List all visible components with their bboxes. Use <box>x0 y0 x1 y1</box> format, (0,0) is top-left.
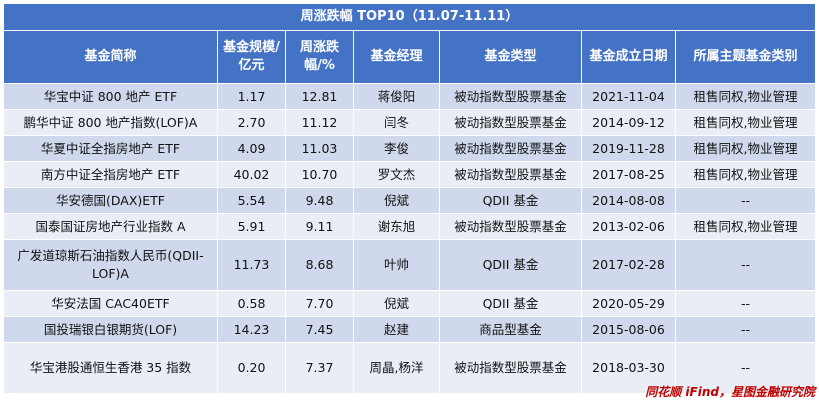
fund-manager: 罗文杰 <box>353 161 440 188</box>
inception-date: 2014-08-08 <box>581 187 676 214</box>
table-row: 国泰国证房地产行业指数 A 5.91 9.11 谢东旭 被动指数型股票基金 20… <box>3 213 817 240</box>
fund-manager: 蒋俊阳 <box>353 83 440 110</box>
column-header-theme-category: 所属主题基金类别 <box>674 30 817 84</box>
column-header-weekly-change: 周涨跌幅/% <box>285 30 354 84</box>
weekly-change: 11.12 <box>285 109 354 136</box>
theme-category: 租售同权,物业管理 <box>674 213 817 240</box>
fund-name: 国投瑞银白银期货(LOF) <box>3 316 218 343</box>
table-title: 周涨跌幅 TOP10（11.07-11.11） <box>2 3 817 31</box>
fund-manager: 李俊 <box>353 135 440 162</box>
fund-type: QDII 基金 <box>439 290 582 317</box>
table-row: 华夏中证全指房地产 ETF 4.09 11.03 李俊 被动指数型股票基金 20… <box>3 135 817 162</box>
table-row: 国投瑞银白银期货(LOF) 14.23 7.45 赵建 商品型基金 2015-0… <box>3 316 817 343</box>
inception-date: 2019-11-28 <box>581 135 676 162</box>
weekly-change: 10.70 <box>285 161 354 188</box>
fund-name: 广发道琼斯石油指数人民币(QDII-LOF)A <box>3 239 218 291</box>
fund-name: 华宝港股通恒生香港 35 指数 <box>3 342 218 394</box>
fund-name: 南方中证全指房地产 ETF <box>3 161 218 188</box>
source-note: 同花顺 iFind，星图金融研究院 <box>645 385 815 399</box>
inception-date: 2018-03-30 <box>581 342 676 394</box>
fund-type: 被动指数型股票基金 <box>439 213 582 240</box>
fund-size: 11.73 <box>217 239 286 291</box>
column-header-inception-date: 基金成立日期 <box>581 30 676 84</box>
theme-category: -- <box>674 239 817 291</box>
theme-category: 租售同权,物业管理 <box>674 135 817 162</box>
fund-size: 4.09 <box>217 135 286 162</box>
fund-name: 国泰国证房地产行业指数 A <box>3 213 218 240</box>
theme-category: -- <box>674 187 817 214</box>
table-row: 广发道琼斯石油指数人民币(QDII-LOF)A 11.73 8.68 叶帅 QD… <box>3 239 817 291</box>
theme-category: 租售同权,物业管理 <box>674 83 817 110</box>
weekly-change: 12.81 <box>285 83 354 110</box>
inception-date: 2021-11-04 <box>581 83 676 110</box>
table-row: 华安法国 CAC40ETF 0.58 7.70 倪斌 QDII 基金 2020-… <box>3 290 817 317</box>
fund-table: 周涨跌幅 TOP10（11.07-11.11） 基金简称 基金规模/亿元 周涨跌… <box>2 3 817 394</box>
weekly-change: 9.48 <box>285 187 354 214</box>
inception-date: 2017-08-25 <box>581 161 676 188</box>
fund-size: 0.20 <box>217 342 286 394</box>
column-header-fund-name: 基金简称 <box>3 30 218 84</box>
fund-name: 华宝中证 800 地产 ETF <box>3 83 218 110</box>
fund-manager: 叶帅 <box>353 239 440 291</box>
weekly-change: 8.68 <box>285 239 354 291</box>
column-header-fund-size: 基金规模/亿元 <box>217 30 286 84</box>
weekly-change: 7.45 <box>285 316 354 343</box>
table-row: 华宝中证 800 地产 ETF 1.17 12.81 蒋俊阳 被动指数型股票基金… <box>3 83 817 110</box>
fund-type: 被动指数型股票基金 <box>439 83 582 110</box>
weekly-change: 9.11 <box>285 213 354 240</box>
fund-size: 5.91 <box>217 213 286 240</box>
column-header-fund-type: 基金类型 <box>439 30 582 84</box>
fund-name: 华安德国(DAX)ETF <box>3 187 218 214</box>
fund-size: 2.70 <box>217 109 286 136</box>
fund-name: 华夏中证全指房地产 ETF <box>3 135 218 162</box>
weekly-change: 7.37 <box>285 342 354 394</box>
theme-category: -- <box>674 342 817 394</box>
table-row: 华安德国(DAX)ETF 5.54 9.48 倪斌 QDII 基金 2014-0… <box>3 187 817 214</box>
fund-size: 14.23 <box>217 316 286 343</box>
fund-manager: 闫冬 <box>353 109 440 136</box>
fund-manager: 赵建 <box>353 316 440 343</box>
inception-date: 2017-02-28 <box>581 239 676 291</box>
fund-size: 0.58 <box>217 290 286 317</box>
inception-date: 2014-09-12 <box>581 109 676 136</box>
fund-name: 鹏华中证 800 地产指数(LOF)A <box>3 109 218 136</box>
fund-type: 被动指数型股票基金 <box>439 135 582 162</box>
fund-type: 被动指数型股票基金 <box>439 342 582 394</box>
theme-category: 租售同权,物业管理 <box>674 161 817 188</box>
theme-category: -- <box>674 316 817 343</box>
fund-name: 华安法国 CAC40ETF <box>3 290 218 317</box>
inception-date: 2013-02-06 <box>581 213 676 240</box>
fund-manager: 周晶,杨洋 <box>353 342 440 394</box>
weekly-change: 11.03 <box>285 135 354 162</box>
theme-category: 租售同权,物业管理 <box>674 109 817 136</box>
table-row: 南方中证全指房地产 ETF 40.02 10.70 罗文杰 被动指数型股票基金 … <box>3 161 817 188</box>
fund-manager: 倪斌 <box>353 290 440 317</box>
fund-type: QDII 基金 <box>439 187 582 214</box>
fund-type: 被动指数型股票基金 <box>439 161 582 188</box>
fund-size: 40.02 <box>217 161 286 188</box>
weekly-change: 7.70 <box>285 290 354 317</box>
fund-size: 1.17 <box>217 83 286 110</box>
inception-date: 2015-08-06 <box>581 316 676 343</box>
fund-manager: 倪斌 <box>353 187 440 214</box>
fund-manager: 谢东旭 <box>353 213 440 240</box>
inception-date: 2020-05-29 <box>581 290 676 317</box>
table-row: 鹏华中证 800 地产指数(LOF)A 2.70 11.12 闫冬 被动指数型股… <box>3 109 817 136</box>
column-header-manager: 基金经理 <box>353 30 440 84</box>
fund-type: 被动指数型股票基金 <box>439 109 582 136</box>
fund-type: QDII 基金 <box>439 239 582 291</box>
fund-size: 5.54 <box>217 187 286 214</box>
fund-type: 商品型基金 <box>439 316 582 343</box>
theme-category: -- <box>674 290 817 317</box>
table-row: 华宝港股通恒生香港 35 指数 0.20 7.37 周晶,杨洋 被动指数型股票基… <box>3 342 817 394</box>
